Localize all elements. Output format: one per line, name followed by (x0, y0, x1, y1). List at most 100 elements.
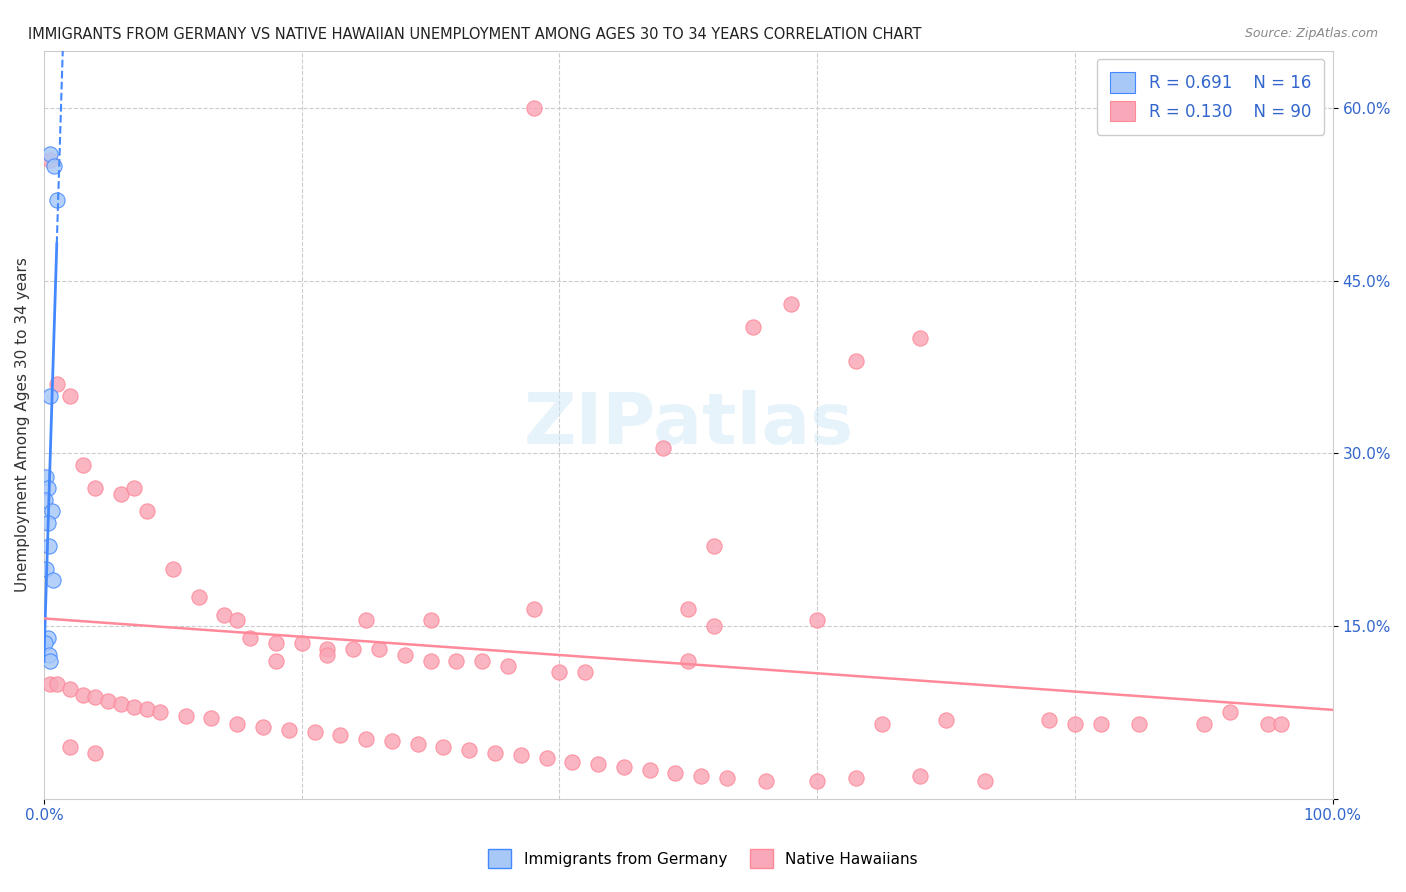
Point (34, 636, 56, 650)
Text: IMMIGRANTS FROM GERMANY VS NATIVE HAWAIIAN UNEMPLOYMENT AMONG AGES 30 TO 34 YEAR: IMMIGRANTS FROM GERMANY VS NATIVE HAWAII… (28, 27, 921, 42)
Point (39, 654, 62, 668)
Point (806, 774, 828, 789)
Point (1128, 717, 1150, 731)
Point (122, 699, 145, 714)
Point (509, 747, 531, 762)
Point (149, 706, 172, 720)
Point (342, 642, 364, 657)
Point (41, 504, 63, 518)
Point (548, 665, 571, 680)
Point (586, 757, 609, 772)
Point (368, 642, 391, 657)
Point (39, 676, 62, 690)
Point (406, 737, 429, 751)
Point (122, 481, 145, 495)
Point (1257, 717, 1279, 731)
Point (354, 731, 377, 746)
Point (277, 723, 299, 737)
Point (252, 720, 274, 734)
Point (496, 659, 519, 673)
Legend: Immigrants from Germany, Native Hawaiians: Immigrants from Germany, Native Hawaiian… (481, 841, 925, 875)
Point (329, 729, 352, 743)
Point (84, 690, 107, 705)
Point (39, 153, 62, 167)
Point (45, 676, 67, 690)
Point (38, 648, 60, 662)
Point (561, 755, 583, 769)
Point (446, 654, 468, 668)
Point (678, 654, 700, 668)
Point (354, 613, 377, 627)
Y-axis label: Unemployment Among Ages 30 to 34 years: Unemployment Among Ages 30 to 34 years (15, 257, 30, 592)
Point (381, 734, 404, 748)
Point (1192, 717, 1215, 731)
Point (37, 516, 59, 530)
Point (316, 648, 339, 662)
Point (845, 771, 868, 785)
Point (394, 648, 416, 662)
Point (845, 354, 868, 368)
Point (664, 766, 686, 780)
Point (264, 654, 287, 668)
Point (935, 714, 957, 728)
Point (187, 591, 209, 605)
Point (37, 631, 59, 645)
Point (39, 147, 62, 161)
Point (45, 194, 67, 208)
Point (690, 769, 713, 783)
Point (613, 759, 636, 773)
Point (72, 458, 94, 472)
Point (316, 642, 339, 657)
Point (84, 746, 107, 760)
Point (162, 561, 184, 575)
Point (38, 539, 60, 553)
Point (110, 487, 132, 501)
Point (39, 389, 62, 403)
Point (72, 688, 94, 702)
Point (755, 774, 778, 789)
Point (651, 441, 673, 455)
Point (1038, 714, 1060, 728)
Point (523, 101, 546, 115)
Point (703, 539, 725, 553)
Point (174, 709, 197, 723)
Point (59, 682, 82, 697)
Point (432, 739, 454, 754)
Point (910, 769, 932, 783)
Point (419, 613, 441, 627)
Point (1219, 706, 1241, 720)
Point (304, 725, 326, 739)
Text: Source: ZipAtlas.com: Source: ZipAtlas.com (1244, 27, 1378, 40)
Point (37, 481, 59, 495)
Legend: R = 0.691    N = 16, R = 0.130    N = 90: R = 0.691 N = 16, R = 0.130 N = 90 (1097, 59, 1324, 135)
Point (35, 469, 58, 483)
Point (806, 613, 828, 627)
Point (59, 739, 82, 754)
Point (973, 774, 995, 789)
Point (264, 636, 287, 650)
Point (291, 636, 314, 650)
Point (136, 702, 159, 716)
Point (45, 377, 67, 392)
Point (214, 607, 236, 622)
Point (44, 159, 66, 173)
Point (200, 711, 222, 725)
Point (1270, 717, 1292, 731)
Text: ZIPatlas: ZIPatlas (523, 390, 853, 459)
Point (42, 573, 65, 587)
Point (780, 297, 803, 311)
Point (419, 654, 441, 668)
Point (484, 746, 506, 760)
Point (35, 561, 58, 575)
Point (716, 771, 738, 785)
Point (638, 763, 661, 777)
Point (741, 319, 763, 334)
Point (574, 665, 596, 680)
Point (226, 613, 249, 627)
Point (136, 504, 159, 518)
Point (703, 619, 725, 633)
Point (34, 492, 56, 507)
Point (471, 654, 494, 668)
Point (1090, 717, 1112, 731)
Point (870, 717, 893, 731)
